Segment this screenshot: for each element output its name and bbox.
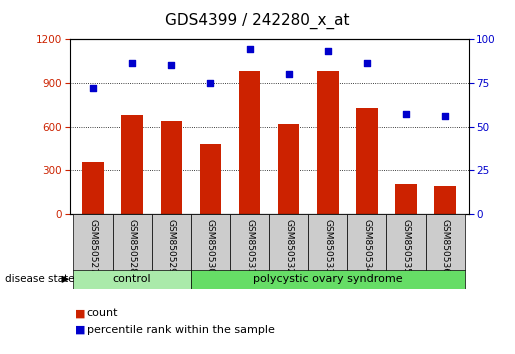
Point — [207, 80, 215, 86]
Bar — [191, 214, 230, 271]
Bar — [74, 270, 191, 289]
Bar — [308, 214, 347, 271]
Bar — [74, 214, 113, 271]
Bar — [230, 214, 269, 271]
Point — [89, 85, 97, 91]
Point — [363, 61, 371, 66]
Bar — [347, 214, 386, 271]
Text: GSM850535: GSM850535 — [402, 219, 410, 274]
Bar — [425, 214, 465, 271]
Bar — [200, 144, 221, 214]
Bar — [386, 214, 425, 271]
Bar — [278, 124, 299, 214]
Text: GSM850527: GSM850527 — [89, 219, 97, 274]
Text: GSM850533: GSM850533 — [323, 219, 332, 274]
Text: ■: ■ — [75, 308, 85, 318]
Bar — [396, 183, 417, 214]
Bar — [356, 108, 377, 214]
Bar — [113, 214, 152, 271]
Bar — [82, 161, 104, 214]
Text: disease state: disease state — [5, 274, 75, 284]
Bar — [152, 214, 191, 271]
Text: percentile rank within the sample: percentile rank within the sample — [87, 325, 274, 335]
Point — [246, 47, 254, 52]
Bar — [161, 121, 182, 214]
Text: polycystic ovary syndrome: polycystic ovary syndrome — [253, 274, 403, 284]
Text: GSM850528: GSM850528 — [128, 219, 136, 274]
Point — [167, 62, 176, 68]
Point — [128, 61, 136, 66]
Point — [402, 112, 410, 117]
Bar — [435, 187, 456, 214]
Text: count: count — [87, 308, 118, 318]
Bar — [191, 270, 465, 289]
Text: GSM850531: GSM850531 — [245, 219, 254, 274]
Bar — [269, 214, 308, 271]
Text: GDS4399 / 242280_x_at: GDS4399 / 242280_x_at — [165, 12, 350, 29]
Point — [323, 48, 332, 54]
Text: GSM850532: GSM850532 — [284, 219, 293, 274]
Point — [284, 71, 293, 77]
Bar — [317, 71, 338, 214]
Text: GSM850534: GSM850534 — [363, 219, 371, 274]
Text: control: control — [113, 274, 151, 284]
Text: GSM850536: GSM850536 — [441, 219, 450, 274]
Bar — [122, 115, 143, 214]
Bar — [239, 71, 260, 214]
Text: ■: ■ — [75, 325, 85, 335]
Text: GSM850529: GSM850529 — [167, 219, 176, 274]
Point — [441, 113, 449, 119]
Text: GSM850530: GSM850530 — [206, 219, 215, 274]
